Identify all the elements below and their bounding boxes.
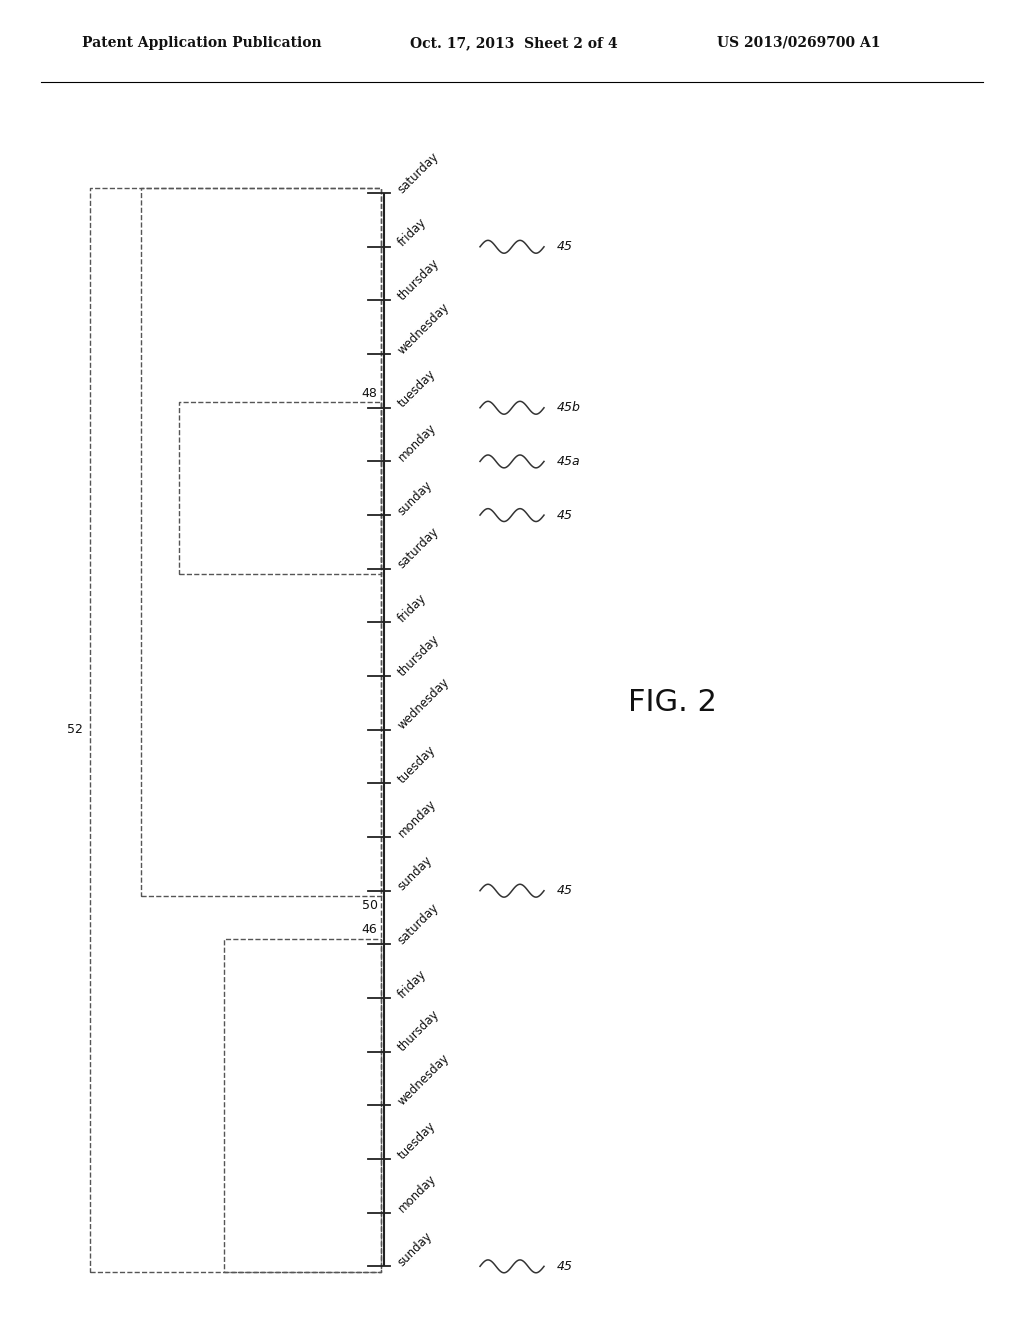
Text: monday: monday xyxy=(395,1172,438,1216)
Text: Oct. 17, 2013  Sheet 2 of 4: Oct. 17, 2013 Sheet 2 of 4 xyxy=(410,36,617,50)
Text: wednesday: wednesday xyxy=(395,300,452,356)
Text: 50: 50 xyxy=(361,899,378,912)
Text: sunday: sunday xyxy=(395,478,435,517)
Text: saturday: saturday xyxy=(395,902,441,946)
Text: saturday: saturday xyxy=(395,149,441,195)
Text: FIG. 2: FIG. 2 xyxy=(628,689,717,717)
Text: 45: 45 xyxy=(557,240,572,253)
Text: 45a: 45a xyxy=(557,455,581,467)
Text: 45: 45 xyxy=(557,884,572,898)
Text: 52: 52 xyxy=(68,723,83,737)
Text: friday: friday xyxy=(395,591,429,626)
Text: 48: 48 xyxy=(361,387,378,400)
Text: friday: friday xyxy=(395,968,429,1001)
Text: tuesday: tuesday xyxy=(395,1119,438,1162)
Text: thursday: thursday xyxy=(395,1008,442,1055)
Text: sunday: sunday xyxy=(395,854,435,894)
Text: saturday: saturday xyxy=(395,525,441,572)
Text: monday: monday xyxy=(395,421,438,465)
Text: Patent Application Publication: Patent Application Publication xyxy=(82,36,322,50)
Text: wednesday: wednesday xyxy=(395,676,452,733)
Text: thursday: thursday xyxy=(395,256,442,304)
Text: US 2013/0269700 A1: US 2013/0269700 A1 xyxy=(717,36,881,50)
Text: 45b: 45b xyxy=(557,401,581,414)
Text: tuesday: tuesday xyxy=(395,743,438,787)
Text: 45: 45 xyxy=(557,1259,572,1272)
Text: thursday: thursday xyxy=(395,632,442,678)
Text: monday: monday xyxy=(395,797,438,840)
Text: 45: 45 xyxy=(557,508,572,521)
Text: 46: 46 xyxy=(361,923,378,936)
Text: friday: friday xyxy=(395,216,429,249)
Text: wednesday: wednesday xyxy=(395,1052,452,1107)
Text: tuesday: tuesday xyxy=(395,368,438,411)
Text: sunday: sunday xyxy=(395,1229,435,1269)
